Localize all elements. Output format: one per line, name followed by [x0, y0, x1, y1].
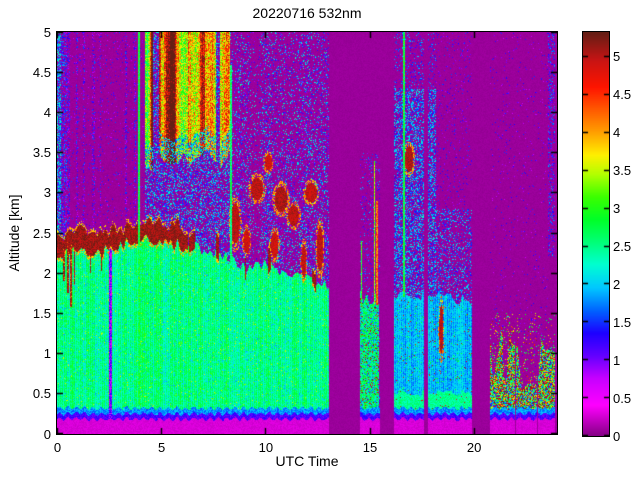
colorbar-tick-label: 4.5 — [613, 86, 632, 102]
y-tick-label: 3 — [43, 185, 51, 201]
colorbar-tick-label: 5 — [613, 48, 621, 64]
colorbar-tick-label: 1 — [613, 352, 621, 368]
colorbar-frame — [582, 31, 610, 437]
colorbar-tick-label: 3 — [613, 200, 621, 216]
figure-title: 20220716 532nm — [252, 5, 362, 21]
y-tick-label: 4 — [43, 104, 51, 120]
plot-frame — [56, 31, 558, 435]
colorbar-tick-label: 1.5 — [613, 314, 632, 330]
y-tick-label: 2.5 — [32, 225, 51, 241]
colorbar-canvas — [583, 32, 609, 436]
y-tick-label: 0 — [43, 426, 51, 442]
y-tick-label: 3.5 — [32, 145, 51, 161]
y-tick-label: 4.5 — [32, 64, 51, 80]
colorbar-tick-label: 0.5 — [613, 390, 632, 406]
y-tick-label: 5 — [43, 24, 51, 40]
x-axis-label: UTC Time — [275, 453, 339, 469]
heatmap-canvas — [57, 32, 557, 434]
x-tick-label: 5 — [158, 440, 166, 455]
x-tick-label: 20 — [466, 440, 482, 455]
x-tick-label: 15 — [362, 440, 378, 455]
colorbar-tick-label: 2.5 — [613, 238, 632, 254]
y-tick-label: 2 — [43, 265, 51, 281]
colorbar-tick-label: 3.5 — [613, 162, 632, 178]
colorbar-tick-label: 2 — [613, 276, 621, 292]
y-tick-label: 1 — [43, 346, 51, 362]
y-tick-label: 0.5 — [32, 386, 51, 402]
x-tick-label: 10 — [258, 440, 274, 455]
y-tick-label: 1.5 — [32, 305, 51, 321]
x-tick-label: 0 — [53, 440, 62, 455]
colorbar-tick-label: 0 — [613, 428, 621, 444]
colorbar-tick-label: 4 — [613, 124, 621, 140]
